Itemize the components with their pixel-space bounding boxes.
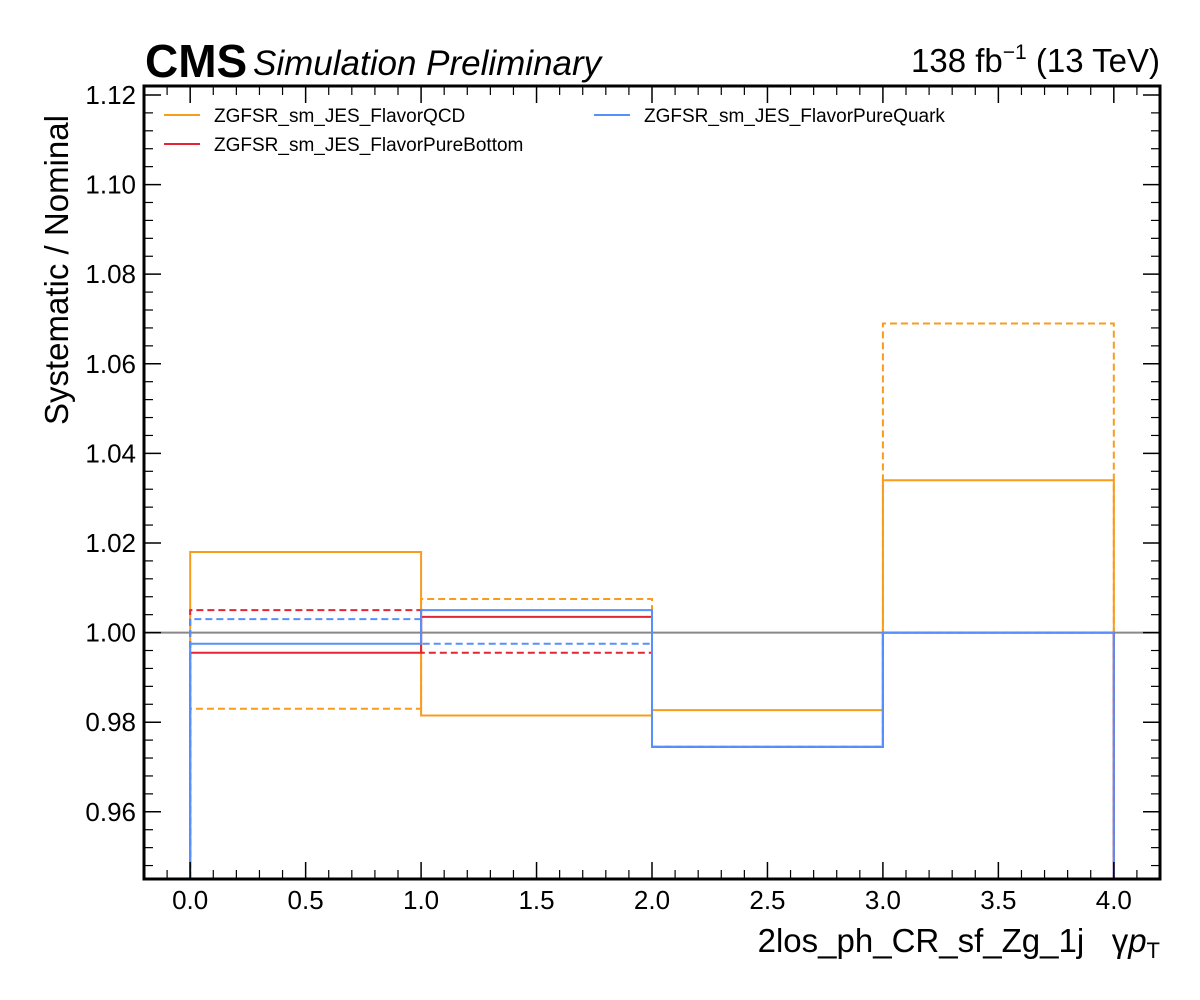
y-tick-label: 1.02 xyxy=(85,528,136,558)
x-axis-label-gamma: γ xyxy=(1112,922,1129,959)
x-tick-label: 1.5 xyxy=(518,885,554,915)
plot-area xyxy=(144,322,1160,879)
y-tick-label: 1.00 xyxy=(85,618,136,648)
lumi-energy: (13 TeV) xyxy=(1036,42,1160,79)
series-up-line-2 xyxy=(189,609,1115,879)
x-tick-label: 3.5 xyxy=(980,885,1016,915)
y-tick-label: 0.96 xyxy=(85,797,136,827)
x-axis-label-prefix: 2los_ph_CR_sf_Zg_1j xyxy=(758,922,1085,959)
x-axis-label-sub: T xyxy=(1147,938,1160,963)
legend: ZGFSR_sm_JES_FlavorQCD ZGFSR_sm_JES_Flavo… xyxy=(164,106,945,156)
lumi-value: 138 fb xyxy=(911,42,1003,79)
x-axis-label-space xyxy=(1084,922,1112,959)
x-tick-label: 4.0 xyxy=(1096,885,1132,915)
y-tick-label: 1.04 xyxy=(85,438,136,468)
plot-frame xyxy=(142,84,1162,881)
cms-label: CMS xyxy=(145,35,247,87)
legend-label: ZGFSR_sm_JES_FlavorQCD xyxy=(214,106,465,127)
y-tick-label: 1.06 xyxy=(85,349,136,379)
x-tick-label: 2.0 xyxy=(634,885,670,915)
y-tick-label: 1.08 xyxy=(85,259,136,289)
y-tick-label: 1.10 xyxy=(85,170,136,200)
lumi-energy-spacer xyxy=(1027,42,1036,79)
ticks-layer: 0.0 0.5 1.0 1.5 2.0 2.5 3.0 3.5 4.0 0.96 0.98 1.00 1… xyxy=(85,80,1160,915)
lumi-label: 138 fb−1 (13 TeV) xyxy=(911,41,1160,79)
x-tick-label: 0.5 xyxy=(288,885,324,915)
series-layer xyxy=(144,322,1160,879)
series-down-line-0 xyxy=(189,322,1115,879)
x-axis-label: 2los_ph_CR_sf_Zg_1j γpT xyxy=(758,922,1160,963)
x-tick-label: 1.0 xyxy=(403,885,439,915)
legend-label: ZGFSR_sm_JES_FlavorPureQuark xyxy=(644,106,945,127)
lumi-exponent: −1 xyxy=(1003,41,1027,64)
status-label: Simulation Preliminary xyxy=(253,44,604,83)
x-axis-label-p: p xyxy=(1127,922,1146,959)
y-axis-label: Systematic / Nominal xyxy=(38,115,75,425)
y-tick-label: 0.98 xyxy=(85,707,136,737)
legend-label: ZGFSR_sm_JES_FlavorPureBottom xyxy=(214,135,523,156)
x-tick-label: 2.5 xyxy=(749,885,785,915)
y-tick-label: 1.12 xyxy=(85,80,136,110)
x-tick-label: 0.0 xyxy=(172,885,208,915)
x-tick-label: 3.0 xyxy=(865,885,901,915)
